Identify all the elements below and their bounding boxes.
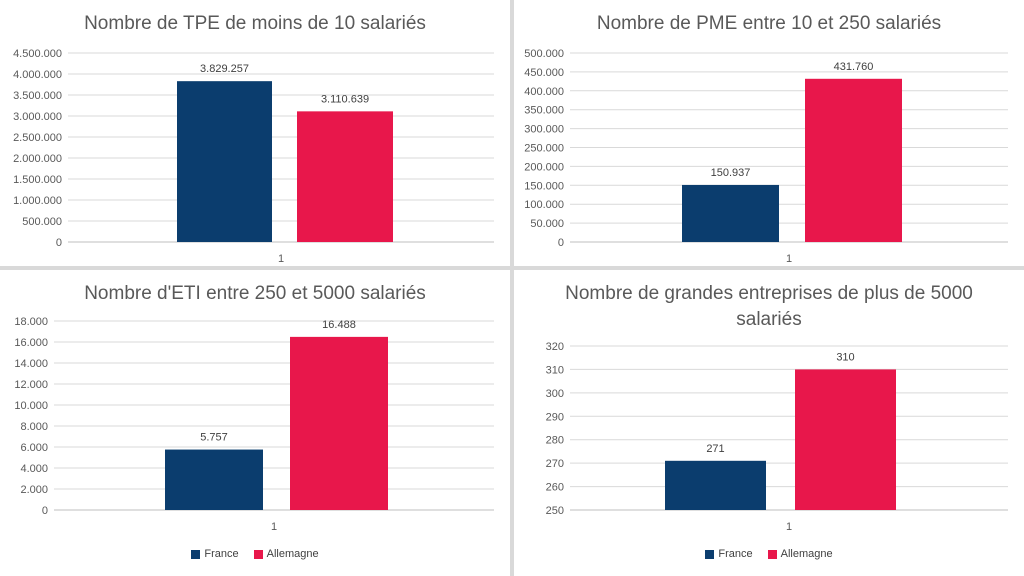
y-tick-label: 4.000	[20, 463, 48, 475]
y-tick-label: 16.000	[14, 337, 48, 349]
y-tick-label: 250.000	[524, 143, 564, 155]
bar-allemagne	[290, 336, 388, 510]
data-label: 310	[836, 351, 854, 363]
y-tick-label: 10.000	[14, 400, 48, 412]
y-tick-label: 12.000	[14, 379, 48, 391]
data-label: 271	[706, 443, 724, 455]
y-tick-label: 400.000	[524, 86, 564, 98]
y-tick-label: 14.000	[14, 358, 48, 370]
chart-title-line: salariés	[736, 309, 802, 330]
y-tick-label: 150.000	[524, 180, 564, 192]
data-label: 5.757	[200, 432, 228, 444]
x-tick-label: 1	[271, 521, 277, 533]
y-tick-label: 100.000	[524, 199, 564, 211]
y-tick-label: 290	[546, 411, 564, 423]
y-tick-label: 310	[546, 364, 564, 376]
y-tick-label: 2.000.000	[13, 153, 62, 165]
y-tick-label: 280	[546, 435, 564, 447]
bar-france	[665, 460, 766, 510]
legend-swatch	[705, 549, 715, 559]
y-tick-label: 0	[42, 505, 48, 517]
y-tick-label: 1.000.000	[13, 195, 62, 207]
y-tick-label: 300	[546, 388, 564, 400]
y-tick-label: 0	[56, 237, 62, 249]
data-label: 16.488	[322, 319, 356, 331]
chart-plot: 250 260 270 280 290 300 310 320 271 310 1	[546, 341, 1008, 533]
x-tick-label: 1	[278, 253, 284, 265]
legend-item-france: France	[191, 548, 239, 560]
bar-france	[165, 449, 263, 510]
chart-plot: 0 50.000 100.000 150.000 200.000 250.000 300.0…	[524, 48, 1008, 265]
y-tick-label: 500.000	[524, 48, 564, 60]
chart-legend: France Allemagne	[514, 548, 1024, 562]
legend-label: France	[204, 548, 239, 560]
chart-panel-eti: Nombre d'ETI entre 250 et 5000 salariés …	[0, 270, 510, 576]
legend-swatch	[253, 549, 263, 559]
y-tick-label: 450.000	[524, 67, 564, 79]
chart-title: Nombre de grandes entreprises de plus de…	[514, 281, 1024, 333]
chart-plot: 0 500.000 1.000.000 1.500.000 2.000.000 2.500…	[13, 48, 494, 265]
legend-swatch	[191, 549, 201, 559]
chart-panel-grandes-entreprises: Nombre de grandes entreprises de plus de…	[514, 270, 1024, 576]
legend-item-allemagne: Allemagne	[253, 548, 319, 560]
y-tick-label: 8.000	[20, 421, 48, 433]
legend-label: Allemagne	[780, 548, 833, 560]
chart-title-line: Nombre de grandes entreprises de plus de…	[565, 283, 973, 304]
x-tick-label: 1	[786, 253, 792, 265]
bar-allemagne	[795, 369, 896, 510]
y-tick-label: 300.000	[524, 124, 564, 136]
chart-title: Nombre de PME entre 10 et 250 salariés	[596, 13, 942, 34]
y-tick-label: 6.000	[20, 442, 48, 454]
data-label: 431.760	[834, 61, 874, 73]
x-tick-label: 1	[786, 521, 792, 533]
chart-plot: 0 2.000 4.000 6.000 8.000 10.000 12.000 14.000 1…	[14, 316, 494, 533]
legend-item-allemagne: Allemagne	[767, 548, 833, 560]
y-tick-label: 3.000.000	[13, 111, 62, 123]
legend-item-france: France	[705, 548, 753, 560]
y-tick-label: 2.000	[20, 484, 48, 496]
chart-panel-tpe: Nombre de TPE de moins de 10 salariés 0 5…	[0, 0, 510, 266]
legend-swatch	[767, 549, 777, 559]
bar-france	[682, 184, 779, 242]
y-tick-label: 4.000.000	[13, 69, 62, 81]
y-tick-label: 250	[546, 505, 564, 517]
y-tick-label: 260	[546, 482, 564, 494]
y-tick-label: 3.500.000	[13, 90, 62, 102]
bar-france	[177, 81, 272, 242]
data-label: 3.110.639	[321, 93, 369, 105]
y-tick-label: 50.000	[530, 218, 564, 230]
y-tick-label: 1.500.000	[13, 174, 62, 186]
chart-title: Nombre d'ETI entre 250 et 5000 salariés	[84, 283, 426, 304]
y-tick-label: 4.500.000	[13, 48, 62, 60]
y-tick-label: 350.000	[524, 105, 564, 117]
bar-allemagne	[805, 78, 902, 242]
y-tick-label: 18.000	[14, 316, 48, 328]
chart-panel-pme: Nombre de PME entre 10 et 250 salariés 0…	[514, 0, 1024, 266]
legend-label: France	[718, 548, 753, 560]
y-tick-label: 0	[558, 237, 564, 249]
chart-legend: France Allemagne	[0, 548, 510, 562]
data-label: 150.937	[711, 167, 751, 179]
y-tick-label: 270	[546, 458, 564, 470]
y-tick-label: 200.000	[524, 161, 564, 173]
y-tick-label: 500.000	[22, 216, 62, 228]
bar-allemagne	[297, 111, 393, 242]
chart-title: Nombre de TPE de moins de 10 salariés	[84, 13, 426, 34]
y-tick-label: 2.500.000	[13, 132, 62, 144]
y-tick-label: 320	[546, 341, 564, 353]
legend-label: Allemagne	[266, 548, 319, 560]
data-label: 3.829.257	[200, 63, 249, 75]
